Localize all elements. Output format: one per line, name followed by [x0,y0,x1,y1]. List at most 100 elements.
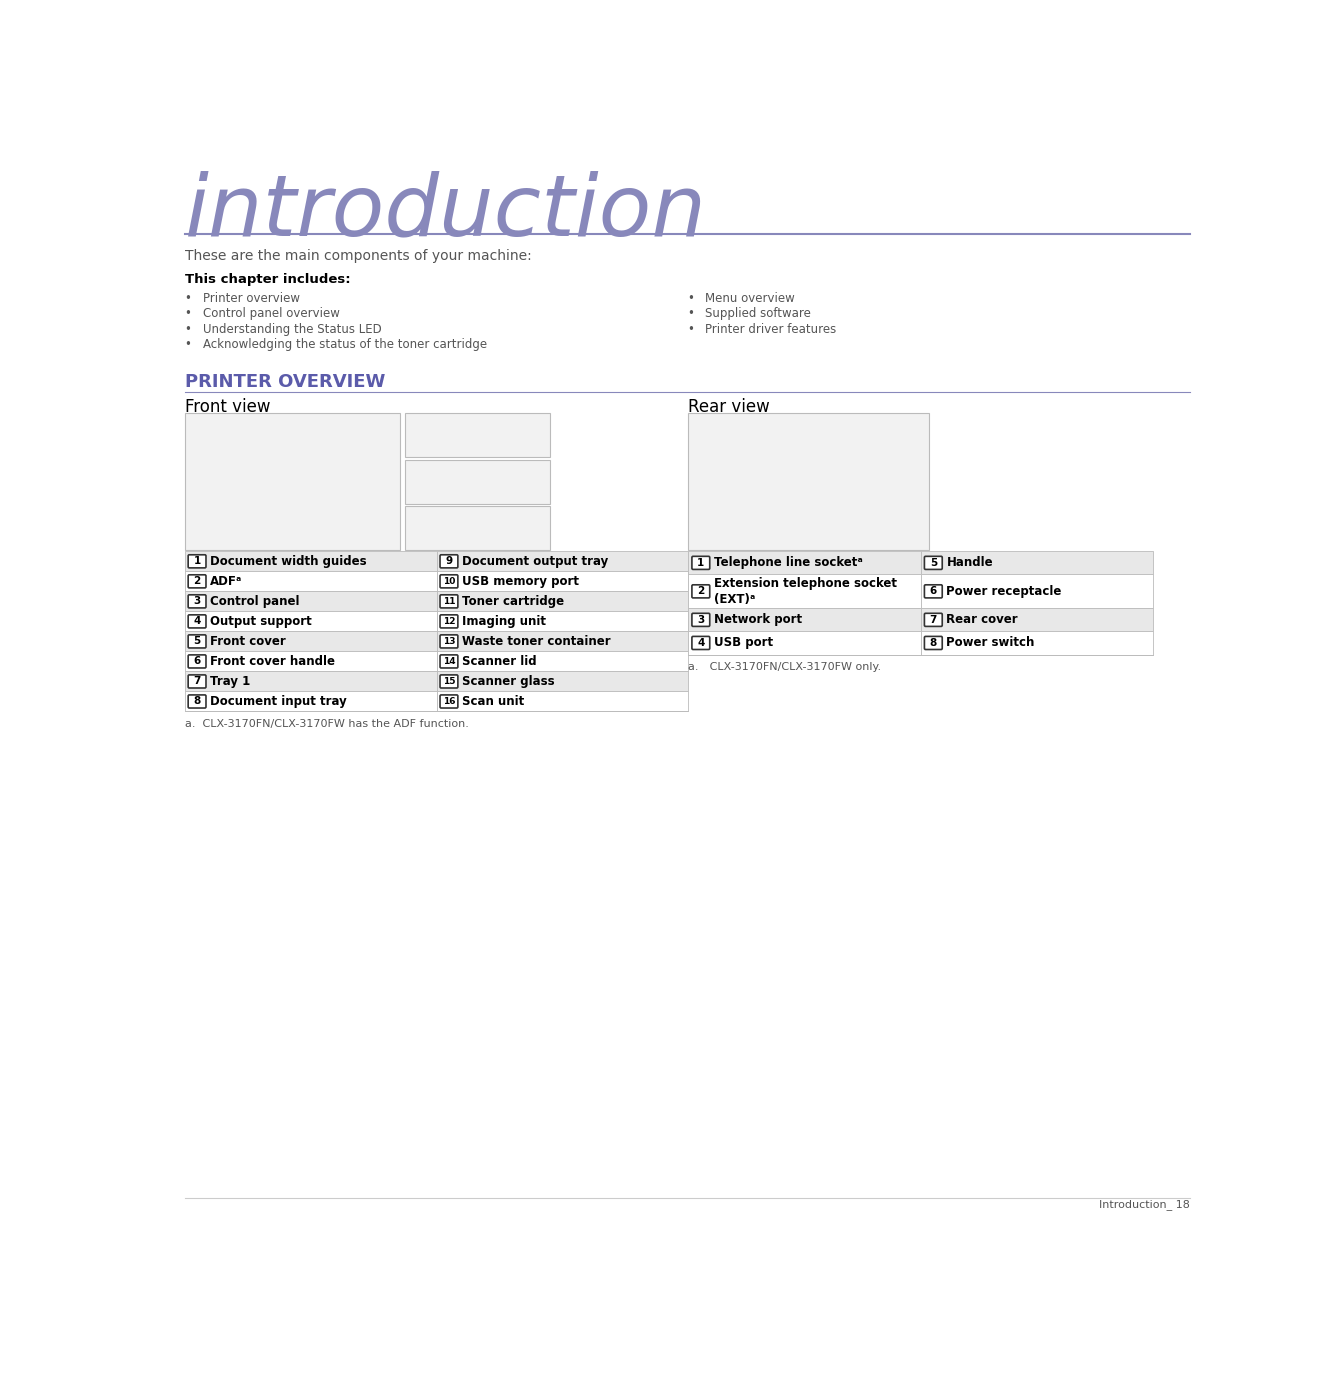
Text: 8: 8 [193,697,201,707]
Bar [185,413,400,550]
Text: Rear cover: Rear cover [947,614,1018,626]
Text: 6: 6 [193,657,201,667]
Text: PRINTER OVERVIEW: PRINTER OVERVIEW [185,373,385,391]
FancyBboxPatch shape [924,585,943,597]
Text: Power receptacle: Power receptacle [947,585,1062,597]
Bar [437,592,688,611]
FancyBboxPatch shape [924,556,943,570]
Bar [688,608,921,632]
Text: •: • [185,338,192,351]
Text: ADFᵃ: ADFᵃ [211,575,243,588]
Bar [185,571,437,592]
FancyBboxPatch shape [692,585,709,597]
Bar [688,632,921,654]
Text: 12: 12 [443,617,455,626]
Text: 9: 9 [445,556,452,567]
FancyBboxPatch shape [440,575,457,588]
FancyBboxPatch shape [440,595,457,608]
Bar [921,552,1153,574]
FancyBboxPatch shape [188,615,207,628]
FancyBboxPatch shape [924,636,943,650]
Bar [405,413,550,457]
Text: Output support: Output support [211,615,312,628]
FancyBboxPatch shape [440,675,457,687]
Bar [405,460,550,503]
Text: Document input tray: Document input tray [211,694,347,708]
Bar [405,506,550,550]
Bar [921,608,1153,632]
FancyBboxPatch shape [188,575,207,588]
FancyBboxPatch shape [188,694,207,708]
FancyBboxPatch shape [692,613,709,626]
Text: Menu overview: Menu overview [705,292,795,305]
Text: Acknowledging the status of the toner cartridge: Acknowledging the status of the toner ca… [204,338,487,351]
Bar [688,552,921,574]
Text: •: • [185,308,192,320]
Text: 5: 5 [929,559,937,568]
Text: Front cover handle: Front cover handle [211,656,335,668]
Text: Scan unit: Scan unit [463,694,524,708]
FancyBboxPatch shape [188,635,207,647]
FancyBboxPatch shape [440,615,457,628]
Text: introduction: introduction [185,170,707,254]
Text: a.  CLX-3170FN/CLX-3170FW has the ADF function.: a. CLX-3170FN/CLX-3170FW has the ADF fun… [185,719,468,729]
Text: Printer overview: Printer overview [204,292,300,305]
FancyBboxPatch shape [188,554,207,568]
Text: Document width guides: Document width guides [211,554,367,568]
Text: USB port: USB port [713,636,774,650]
Text: Control panel overview: Control panel overview [204,308,341,320]
Text: 1: 1 [697,559,704,568]
Text: Network port: Network port [713,614,802,626]
Bar [185,671,437,692]
Text: Toner cartridge: Toner cartridge [463,595,565,608]
Bar [921,574,1153,608]
Text: 15: 15 [443,676,455,686]
Text: Document output tray: Document output tray [463,554,609,568]
Text: 13: 13 [443,638,455,646]
Text: 10: 10 [443,577,455,586]
Text: 3: 3 [193,596,201,606]
Text: This chapter includes:: This chapter includes: [185,273,350,286]
Text: These are the main components of your machine:: These are the main components of your ma… [185,249,531,263]
FancyBboxPatch shape [440,694,457,708]
Bar [185,552,437,571]
FancyBboxPatch shape [692,636,709,650]
Text: Control panel: Control panel [211,595,300,608]
Text: •: • [687,308,693,320]
Bar [185,592,437,611]
Text: Imaging unit: Imaging unit [463,615,546,628]
Text: Front view: Front view [185,398,270,416]
Text: 1: 1 [193,556,201,567]
Bar [185,692,437,711]
FancyBboxPatch shape [188,675,207,687]
Text: Waste toner container: Waste toner container [463,635,610,647]
Bar [437,692,688,711]
Bar [185,611,437,632]
Bar [921,632,1153,654]
Bar [437,632,688,651]
Text: 11: 11 [443,597,455,606]
Text: Tray 1: Tray 1 [211,675,251,687]
Text: 7: 7 [193,676,201,686]
Text: Printer driver features: Printer driver features [705,323,837,335]
Text: Introduction_ 18: Introduction_ 18 [1100,1199,1189,1210]
Text: 3: 3 [697,615,704,625]
Bar [437,611,688,632]
Bar [437,671,688,692]
Text: 14: 14 [443,657,455,665]
Text: 2: 2 [193,577,201,586]
Text: •: • [687,292,693,305]
FancyBboxPatch shape [440,656,457,668]
Text: 4: 4 [697,638,704,647]
Text: 7: 7 [929,615,937,625]
Text: •: • [687,323,693,335]
Text: Front cover: Front cover [211,635,286,647]
Bar [185,632,437,651]
Text: Understanding the Status LED: Understanding the Status LED [204,323,382,335]
Text: Handle: Handle [947,556,994,570]
FancyBboxPatch shape [440,635,457,647]
Text: •: • [185,292,192,305]
FancyBboxPatch shape [440,554,457,568]
Bar [437,571,688,592]
Bar [688,413,929,550]
